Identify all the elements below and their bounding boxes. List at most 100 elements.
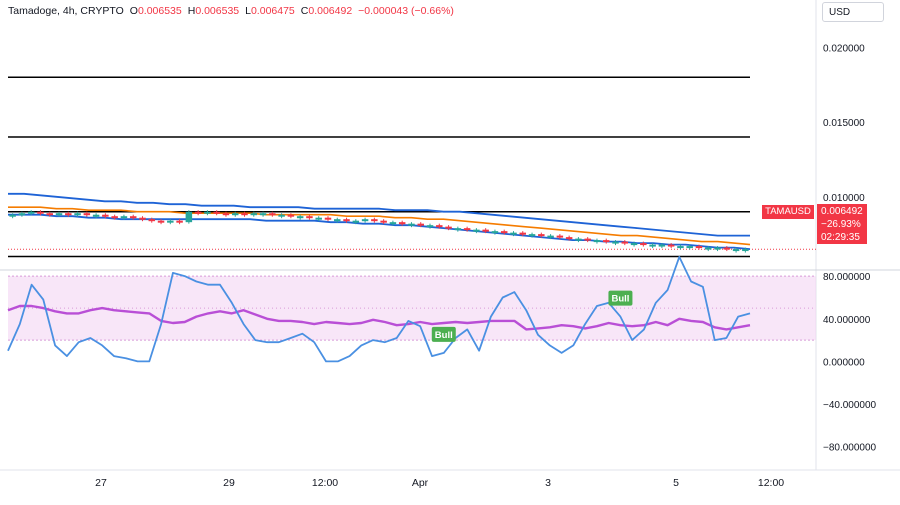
- candle-body: [92, 214, 100, 217]
- candle-body: [500, 231, 508, 234]
- candle-body: [677, 246, 684, 249]
- candle-body: [306, 216, 313, 219]
- bar-countdown: 02:29:35: [821, 232, 860, 243]
- time-tick-label: 5: [673, 477, 679, 489]
- rsi-signal-line: [7, 304, 751, 331]
- moving-average-line: [8, 206, 751, 246]
- time-tick-label: 12:00: [758, 477, 784, 489]
- price-tick-label: 0.010000: [823, 193, 865, 204]
- candle-body: [528, 234, 536, 237]
- candle-body: [463, 228, 471, 231]
- time-tick-label: 27: [95, 477, 107, 489]
- bull-label-badge: [431, 326, 456, 342]
- last-change-pct: −26.93%: [821, 219, 861, 230]
- high-value: 0.006535: [195, 5, 240, 17]
- candle-body: [705, 247, 712, 250]
- close-label: C: [300, 5, 309, 17]
- candle-body: [732, 249, 740, 252]
- candle-body: [194, 211, 202, 214]
- candle-body: [398, 222, 406, 225]
- candle-body: [231, 213, 239, 216]
- candle-body: [491, 231, 499, 234]
- candle-body: [519, 232, 527, 235]
- candle-body: [324, 217, 332, 220]
- price-tick-label: 0.020000: [823, 43, 865, 54]
- candle-body: [269, 213, 276, 216]
- candle-body: [389, 222, 397, 225]
- candle-body: [259, 213, 267, 216]
- candle-body: [547, 235, 554, 238]
- candle-body: [361, 219, 369, 222]
- candle-body: [343, 219, 350, 222]
- candle-body: [111, 216, 118, 219]
- candle-body: [167, 220, 174, 223]
- last-price: 0.006492: [821, 206, 863, 217]
- time-tick-label: 29: [223, 477, 235, 489]
- candle-body: [55, 213, 63, 216]
- candle-body: [445, 226, 452, 229]
- close-value: 0.006492: [308, 5, 353, 17]
- candle-body: [658, 244, 666, 247]
- candle-body: [148, 219, 156, 222]
- candle-body: [37, 211, 44, 214]
- candle-body: [83, 213, 91, 216]
- candle-body: [565, 237, 573, 240]
- candle-body: [287, 214, 295, 217]
- currency-button[interactable]: USD: [822, 2, 884, 22]
- candle-body: [222, 213, 230, 216]
- candle-body: [640, 243, 647, 246]
- candle-body: [27, 211, 35, 214]
- candle-body: [334, 219, 341, 222]
- candle-body: [18, 213, 26, 216]
- price-tick-label: 0.015000: [823, 118, 865, 129]
- bull-label-text: Bull: [611, 294, 629, 305]
- open-value: 0.006535: [137, 5, 182, 17]
- oscillator-tick-label: 40.000000: [823, 315, 871, 326]
- candle-body: [120, 216, 128, 219]
- oscillator-tick-label: 0.000000: [823, 357, 865, 368]
- candle-body: [649, 244, 656, 247]
- candle-body: [46, 213, 53, 216]
- candle-body: [352, 220, 360, 223]
- bull-label-text: Bull: [435, 330, 453, 341]
- candle-body: [204, 211, 211, 214]
- candle-body: [102, 214, 109, 217]
- rsi-line: [7, 255, 751, 363]
- oscillator-tick-label: −40.000000: [823, 400, 877, 411]
- high-label: H: [187, 5, 196, 17]
- candle-body: [315, 217, 322, 220]
- candle-body: [593, 240, 601, 243]
- candle-body: [621, 241, 629, 244]
- candle-body: [417, 223, 424, 226]
- candle-body: [371, 219, 378, 222]
- time-tick-label: 3: [545, 477, 551, 489]
- oscillator-tick-label: 80.000000: [823, 272, 871, 283]
- candle-body: [241, 213, 248, 216]
- candle-body: [667, 244, 675, 247]
- time-tick-label: 12:00: [312, 477, 338, 489]
- candle-body: [695, 246, 703, 249]
- candle-body: [139, 217, 146, 220]
- candle-body: [185, 211, 193, 223]
- candle-body: [482, 229, 489, 232]
- candle-body: [296, 216, 304, 219]
- bull-label-badge: [608, 290, 633, 306]
- symbol-tag: TAMAUSD: [762, 205, 814, 219]
- candle-body: [129, 216, 137, 219]
- candle-body: [213, 211, 220, 214]
- candle-body: [556, 235, 564, 238]
- candle-body: [584, 238, 591, 241]
- candle-body: [250, 213, 258, 216]
- candle-body: [575, 238, 582, 241]
- last-price-tag: 0.006492 −26.93% 02:29:35: [817, 204, 867, 244]
- low-label: L: [245, 5, 251, 17]
- candle-body: [630, 243, 638, 246]
- candle-body: [380, 220, 387, 223]
- change-value: −0.000043 (−0.66%): [358, 5, 454, 17]
- candle-body: [408, 223, 415, 226]
- ohlc-legend: Tamadoge, 4h, CRYPTO O0.006535 H0.006535…: [8, 5, 454, 17]
- candle-body: [538, 234, 545, 237]
- open-label: O: [129, 5, 138, 17]
